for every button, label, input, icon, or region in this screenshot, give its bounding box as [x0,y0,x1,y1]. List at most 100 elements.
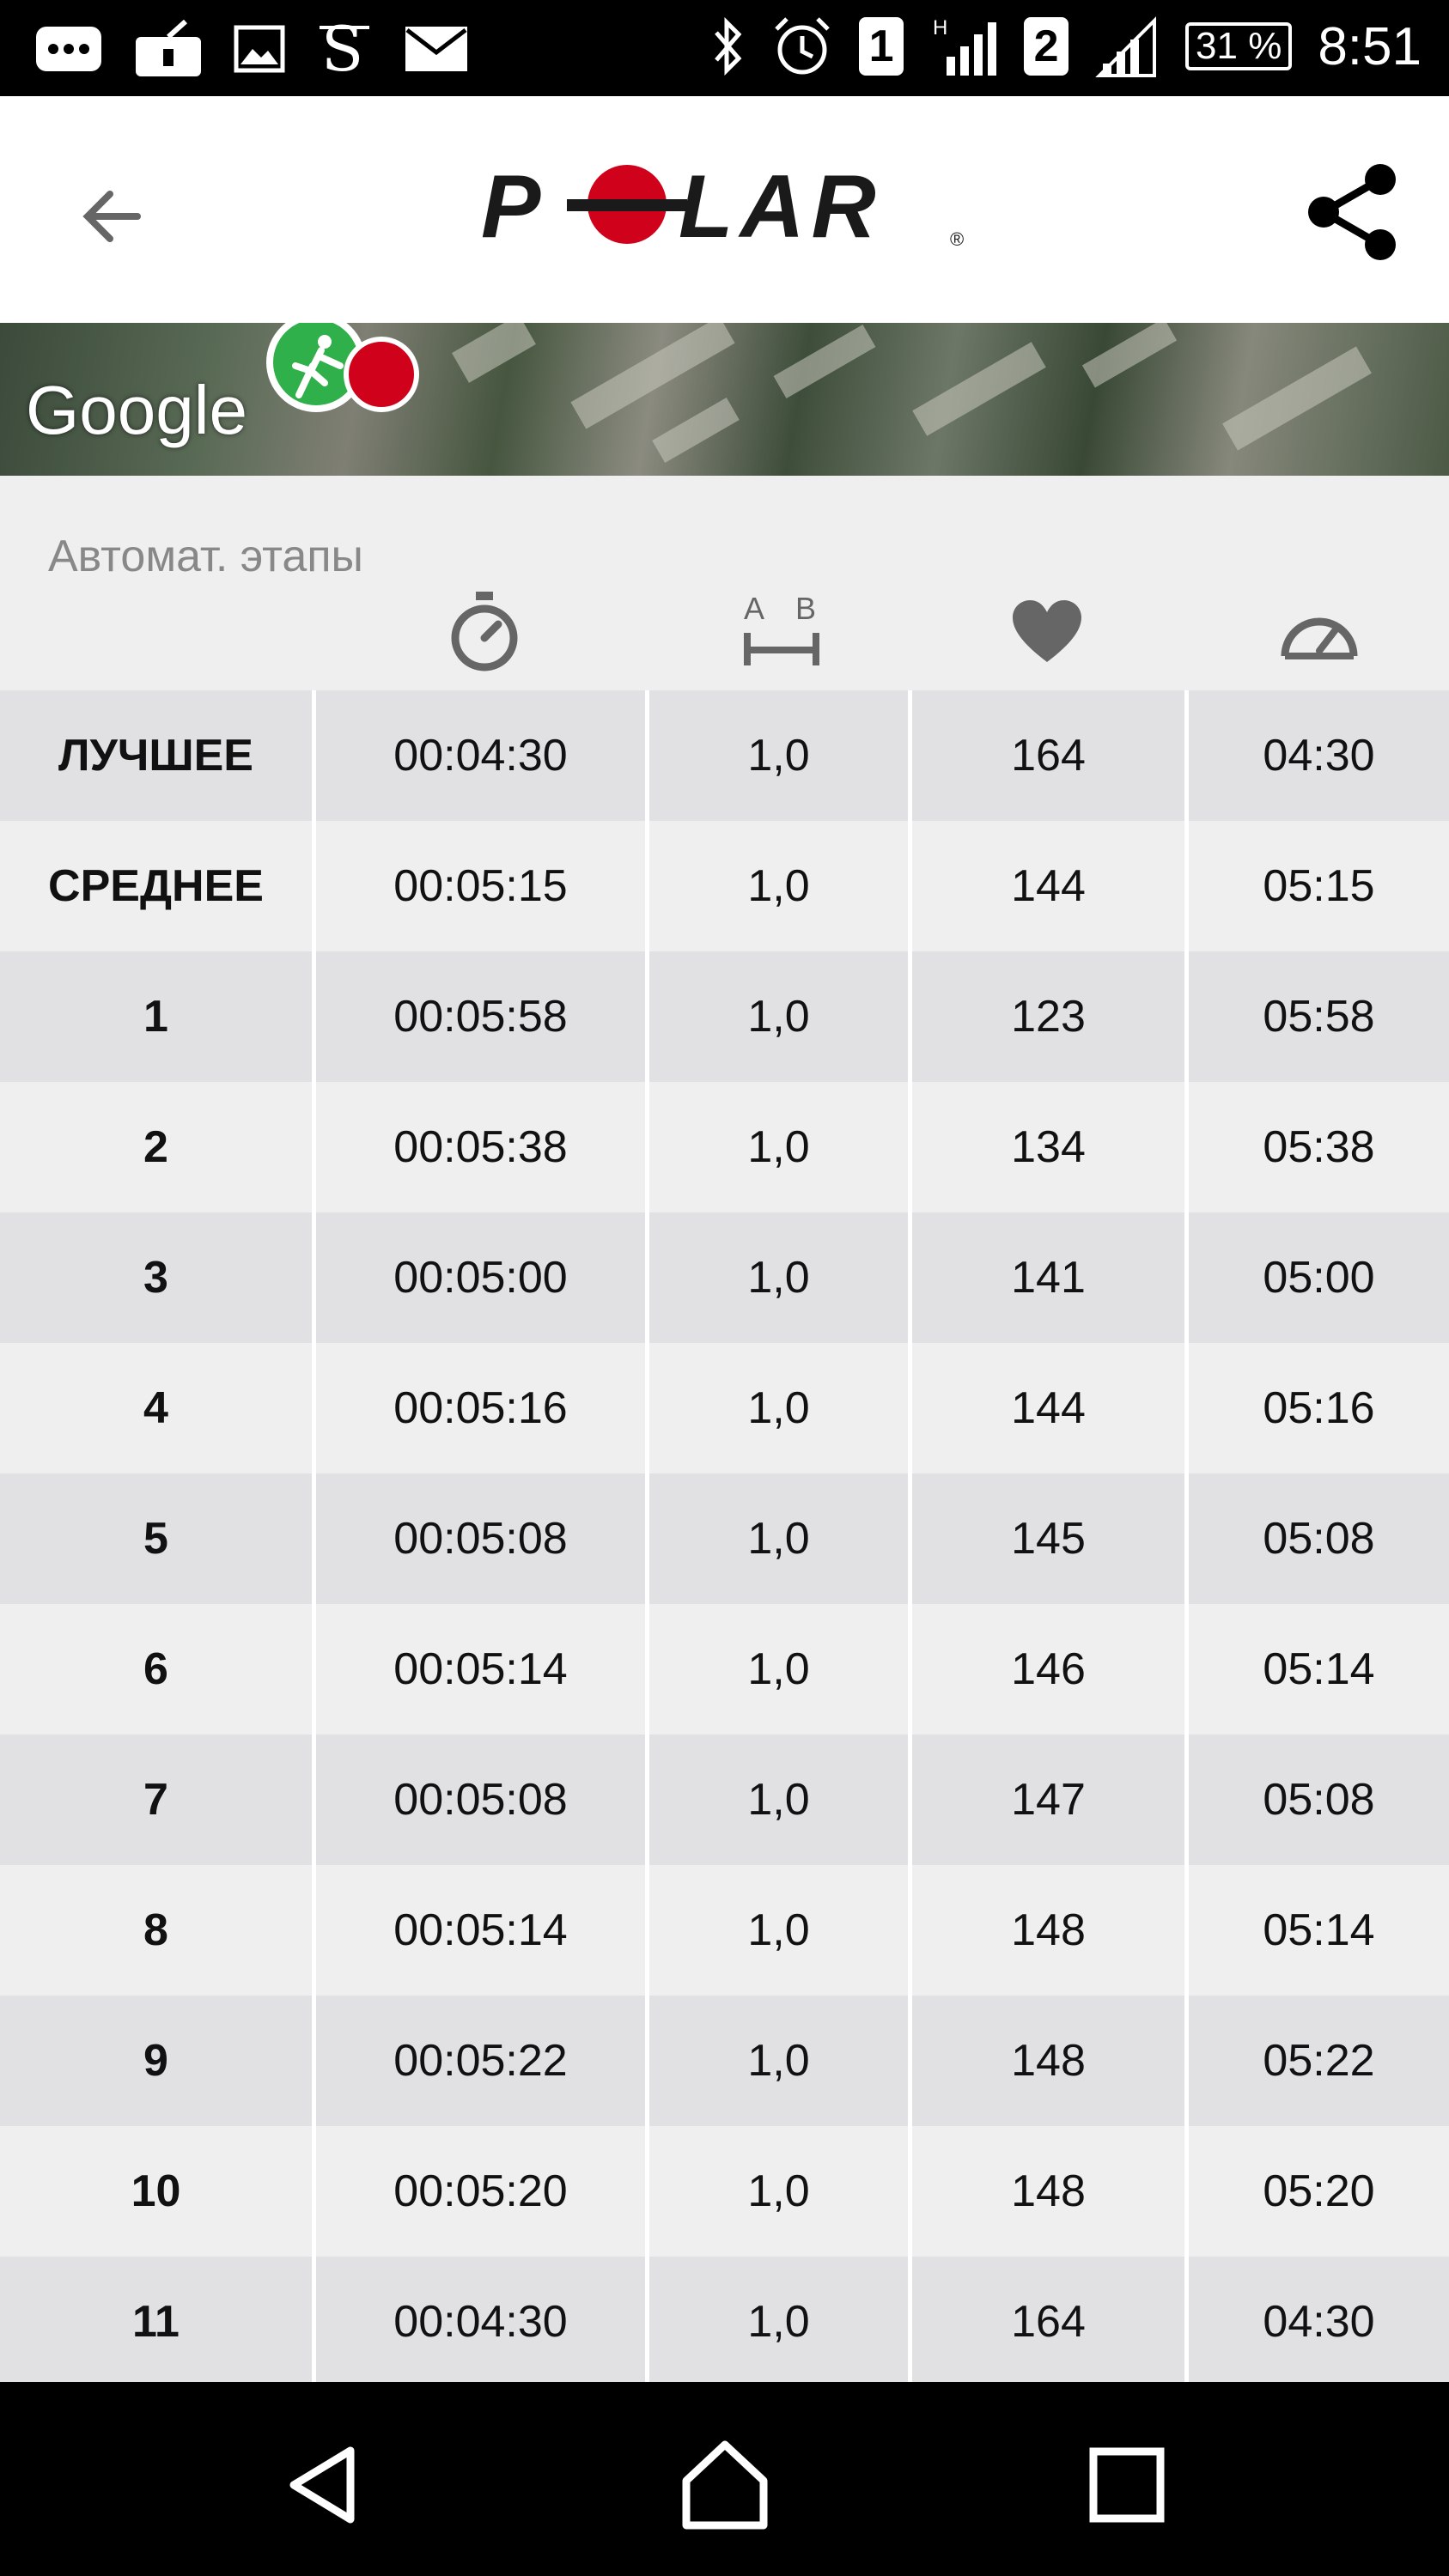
lap-pace: 05:16 [1263,1383,1375,1433]
route-map[interactable]: Google [0,323,1449,476]
table-row: 6 00:05:14 1,0 146 05:14 [0,1604,1449,1735]
battery-indicator: 31 % [1185,22,1293,70]
table-row: 7 00:05:08 1,0 147 05:08 [0,1735,1449,1865]
lap-pace: 05:15 [1263,861,1375,911]
lap-distance: 1,0 [649,1735,912,1865]
more-icon [34,25,103,73]
lap-distance: 1,0 [649,1212,912,1343]
lap-label: 8 [0,1865,316,1996]
section-title: Автомат. этапы [48,532,363,581]
google-attribution: Google [26,372,247,448]
mail-icon [404,25,469,73]
lap-time: 00:05:16 [316,1343,649,1473]
lap-distance: 1,0 [649,2257,912,2387]
navigation-bar [0,2382,1449,2576]
lap-label: 5 [0,1473,316,1604]
lap-distance: 1,0 [649,1996,912,2126]
lap-heart-rate: 148 [912,1996,1189,2126]
lap-label: 6 [0,1604,316,1735]
keyboard-icon [134,20,203,78]
table-row: 8 00:05:14 1,0 148 05:14 [0,1865,1449,1996]
laps-table: ЛУЧШЕЕ 00:04:30 1,0 164 04:30 СРЕДНЕЕ 00:05:15… [0,690,1449,2387]
svg-text:B: B [795,591,816,626]
lap-heart-rate: 164 [912,690,1189,821]
lap-heart-rate: 144 [912,821,1189,951]
table-row: 2 00:05:38 1,0 134 05:38 [0,1082,1449,1212]
lap-time: 00:05:22 [316,1996,649,2126]
nav-home-icon [682,2440,768,2530]
s-app-icon: S [316,19,373,79]
table-row: 5 00:05:08 1,0 145 05:08 [0,1473,1449,1604]
sim1-indicator: 1 [859,17,904,76]
lap-distance: 1,0 [649,1865,912,1996]
lap-label: 7 [0,1735,316,1865]
nav-back-button[interactable] [273,2433,376,2537]
lap-time: 00:05:08 [316,1473,649,1604]
lap-heart-rate: 148 [912,1865,1189,1996]
lap-heart-rate: 144 [912,1343,1189,1473]
lap-label: 3 [0,1212,316,1343]
lap-time: 00:05:14 [316,1604,649,1735]
lap-time: 00:05:00 [316,1212,649,1343]
lap-heart-rate: 146 [912,1604,1189,1735]
svg-text:P: P [481,163,547,257]
network-type-label: H [933,16,947,39]
heart-icon [1007,584,1087,678]
lap-label: СРЕДНЕЕ [0,821,316,951]
lap-heart-rate: 123 [912,951,1189,1082]
svg-text:®: ® [950,228,964,250]
lap-distance: 1,0 [649,2126,912,2257]
back-button[interactable] [69,173,155,259]
lap-time: 00:04:30 [316,2257,649,2387]
polar-logo: P LAR ® [481,163,964,257]
lap-time: 00:05:14 [316,1865,649,1996]
lap-heart-rate: 141 [912,1212,1189,1343]
lap-pace: 05:08 [1263,1775,1375,1825]
alarm-icon [771,15,833,77]
lap-label: 4 [0,1343,316,1473]
signal-icon: H [929,15,998,77]
lap-pace: 05:38 [1263,1122,1375,1172]
bluetooth-icon [711,15,746,77]
lap-label: 2 [0,1082,316,1212]
lap-heart-rate: 147 [912,1735,1189,1865]
lap-label: ЛУЧШЕЕ [0,690,316,821]
table-row: 9 00:05:22 1,0 148 05:22 [0,1996,1449,2126]
lap-time: 00:05:58 [316,951,649,1082]
table-row: 10 00:05:20 1,0 148 05:20 [0,2126,1449,2257]
lap-label: 11 [0,2257,316,2387]
lap-time: 00:04:30 [316,690,649,821]
nav-home-button[interactable] [673,2433,776,2537]
lap-pace: 04:30 [1263,2297,1375,2347]
clock: 8:51 [1318,16,1422,76]
arrow-back-icon [82,191,141,242]
lap-time: 00:05:38 [316,1082,649,1212]
image-icon [234,25,285,73]
lap-pace: 05:58 [1263,992,1375,1042]
share-button[interactable] [1297,156,1409,268]
lap-distance: 1,0 [649,1343,912,1473]
table-row: 3 00:05:00 1,0 141 05:00 [0,1212,1449,1343]
lap-pace: 04:30 [1263,731,1375,781]
lap-heart-rate: 134 [912,1082,1189,1212]
sim2-indicator: 2 [1024,17,1069,76]
lap-pace: 05:14 [1263,1644,1375,1694]
lap-time: 00:05:15 [316,821,649,951]
lap-pace: 05:14 [1263,1905,1375,1955]
lap-distance: 1,0 [649,1604,912,1735]
nav-recents-button[interactable] [1075,2433,1178,2537]
table-row: СРЕДНЕЕ 00:05:15 1,0 144 05:15 [0,821,1449,951]
stopwatch-icon [440,584,529,678]
lap-pace: 05:08 [1263,1514,1375,1564]
table-row: ЛУЧШЕЕ 00:04:30 1,0 164 04:30 [0,690,1449,821]
svg-text:LAR: LAR [679,163,883,257]
nav-recents-icon [1089,2447,1165,2523]
lap-pace: 05:22 [1263,2036,1375,2086]
lap-distance: 1,0 [649,951,912,1082]
lap-time: 00:05:08 [316,1735,649,1865]
app-bar: P LAR ® [0,96,1449,323]
start-runner-icon [266,323,366,412]
lap-pace: 05:20 [1263,2166,1375,2216]
end-marker-icon [344,337,419,412]
lap-pace: 05:00 [1263,1253,1375,1303]
